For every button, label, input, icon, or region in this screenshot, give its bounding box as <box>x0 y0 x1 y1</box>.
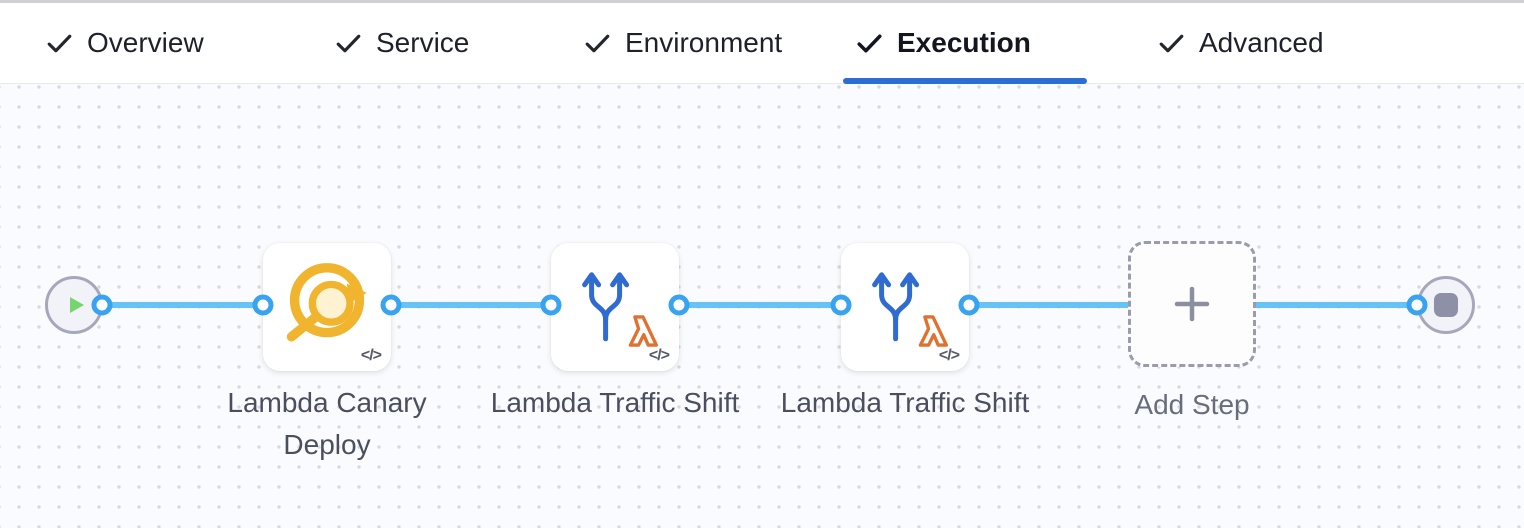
port-step2-in[interactable] <box>540 294 562 316</box>
pipeline-start-node <box>45 276 103 334</box>
port-end-in[interactable] <box>1406 294 1428 316</box>
tab-label: Service <box>376 27 470 58</box>
tab-label: Overview <box>87 27 204 58</box>
canary-deploy-icon <box>286 263 367 342</box>
step-label: Lambda Traffic Shift <box>780 387 1030 418</box>
tab-execution[interactable]: Execution <box>855 3 1031 83</box>
check-icon <box>336 34 361 52</box>
tab-service[interactable]: Service <box>334 3 469 83</box>
tab-advanced[interactable]: Advanced <box>1157 3 1324 83</box>
tab-label: Advanced <box>1199 27 1324 58</box>
plus-icon <box>1174 286 1210 322</box>
check-icon <box>47 34 72 52</box>
code-icon: </> <box>938 347 960 364</box>
step-label: Lambda Traffic Shift <box>490 387 740 418</box>
edge-step2-to-step3 <box>679 302 841 308</box>
check-icon <box>1159 34 1184 52</box>
play-icon <box>70 297 84 313</box>
tab-label: Environment <box>625 27 783 58</box>
step-node-lambda-canary-deploy[interactable]: </> <box>263 243 391 371</box>
edge-step3-to-addstep <box>969 302 1128 308</box>
code-icon: </> <box>648 347 670 364</box>
pipeline-canvas[interactable]: </> Lambda Canary Deploy </> Lambda <box>0 84 1524 528</box>
lambda-traffic-shift-icon <box>872 272 920 342</box>
port-step1-out[interactable] <box>380 294 402 316</box>
port-step3-out[interactable] <box>958 294 980 316</box>
add-step-button[interactable] <box>1128 241 1256 367</box>
step-node-lambda-traffic-shift-2[interactable]: </> <box>841 243 969 371</box>
edge-start-to-step1 <box>102 302 263 308</box>
add-step-label: Add Step <box>1134 389 1250 420</box>
step-node-lambda-traffic-shift-1[interactable]: </> <box>551 243 679 371</box>
edge-addstep-to-end <box>1256 302 1417 308</box>
code-icon: </> <box>360 347 382 364</box>
lambda-traffic-shift-icon <box>582 272 630 342</box>
aws-lambda-icon <box>918 315 948 347</box>
check-icon <box>585 34 610 52</box>
stage-setup-tabbar: Overview Service Environment Execution A… <box>0 0 1524 84</box>
tab-label: Execution <box>897 27 1031 58</box>
active-tab-underline <box>843 78 1087 84</box>
tab-environment[interactable]: Environment <box>583 3 782 83</box>
check-icon <box>857 33 882 53</box>
step-label: Lambda Canary Deploy <box>227 387 427 460</box>
port-step2-out[interactable] <box>668 294 690 316</box>
stop-icon <box>1434 293 1458 317</box>
aws-lambda-icon <box>628 315 658 347</box>
tab-overview[interactable]: Overview <box>45 3 204 83</box>
edge-step1-to-step2 <box>391 302 551 308</box>
port-step1-in[interactable] <box>252 294 274 316</box>
port-step3-in[interactable] <box>830 294 852 316</box>
port-start-out[interactable] <box>91 294 113 316</box>
